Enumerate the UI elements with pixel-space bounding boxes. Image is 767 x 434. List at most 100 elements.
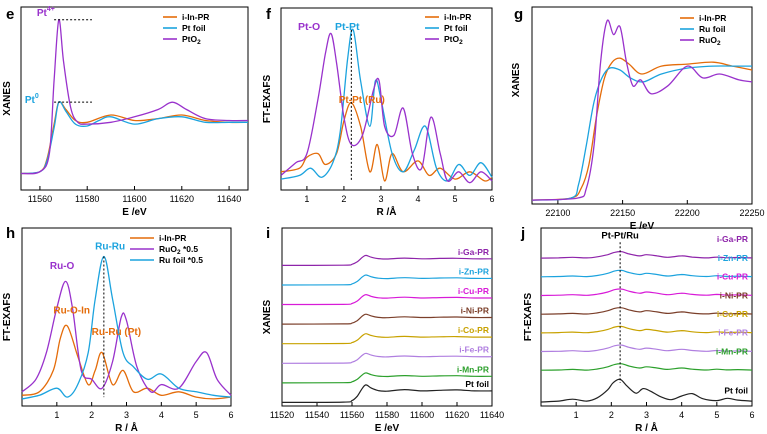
series-line (20, 101, 249, 175)
series-label: i-Ni-PR (720, 290, 748, 300)
legend-label: Pt foil (444, 23, 468, 33)
x-tick-label: 11640 (480, 410, 504, 420)
x-tick-label: 22200 (675, 208, 700, 218)
x-axis-label: R / Å (115, 421, 138, 434)
panel-h: 1 2 3 4 5 6 R / Å FT-EXAFS h Ru-O Ru-Ru Ru-O-InRu-R… (2, 225, 234, 434)
plot-frame (280, 7, 493, 191)
annotation-rurupt: Ru-Ru (Pt) (92, 327, 141, 338)
x-tick-label: 1 (304, 194, 309, 204)
panel-letter: h (6, 225, 15, 242)
panel-letter: j (520, 225, 525, 242)
y-axis-label: XANES (2, 81, 13, 116)
x-tick-label: 3 (378, 194, 383, 204)
x-tick-label: 4 (415, 194, 420, 204)
x-axis-label: R / Å (635, 421, 658, 434)
x-tick-label: 22150 (610, 208, 635, 218)
panel-e: 11560 11580 11600 11620 11640 E /eV XANES e Pt4+… (2, 6, 249, 218)
x-tick-label: 2 (609, 410, 614, 420)
x-tick-label: 11580 (375, 410, 399, 420)
series-line (540, 250, 753, 259)
x-tick-label: 11580 (75, 194, 99, 204)
legend-label: Pt foil (182, 23, 206, 33)
x-tick-label: 3 (644, 410, 649, 420)
x-tick-label: 5 (194, 410, 199, 420)
panel-f: 1 2 3 4 5 6 R /Å FT-EXAFS f Pt-O Pt-Pt Pt-Pt (Ru) i-… (262, 6, 495, 218)
series-line (540, 325, 753, 334)
series-label: i-Cu-PR (458, 286, 489, 296)
x-tick-label: 11560 (340, 410, 364, 420)
annotation-ptptru: Pt-Pt (Ru) (339, 95, 385, 106)
x-tick-label: 1 (574, 410, 579, 420)
annotation-ruo: Ru-O (50, 261, 75, 272)
y-axis-label: XANES (511, 62, 522, 97)
x-tick-label: 11540 (305, 410, 329, 420)
series-line (281, 352, 493, 364)
legend-label: Ru foil (699, 24, 725, 34)
legend-label: RuO2 (699, 35, 721, 47)
x-tick-label: 5 (452, 194, 457, 204)
series-line (540, 307, 753, 315)
series-label: i-Ni-PR (461, 306, 489, 316)
x-tick-label: 11640 (217, 194, 241, 204)
legend-label: i-In-PR (159, 233, 186, 243)
y-axis-label: FT-EXAFS (2, 293, 13, 342)
x-axis-label: R /Å (377, 205, 397, 218)
legend-label: PtO2 (444, 34, 463, 46)
panel-letter: i (266, 225, 270, 242)
panel-i: 11520 11540 11560 11580 11600 11620 11640 E /eV… (262, 225, 504, 434)
series-label: i-Co-PR (717, 309, 748, 319)
series-line (280, 28, 493, 182)
annotation-ptptru: Pt-Pt/Ru (601, 231, 639, 242)
series-label: i-Zn-PR (718, 253, 748, 263)
panel-letter: f (266, 6, 272, 23)
series-line (281, 372, 493, 384)
x-axis-label: E /eV (122, 207, 147, 218)
series-line (531, 19, 753, 201)
panel-letter: e (6, 6, 14, 23)
series-line (21, 280, 232, 396)
series-label: Pt foil (465, 379, 489, 389)
series-line (281, 333, 493, 345)
annotation-pto: Pt-O (298, 21, 320, 33)
series-line (20, 19, 249, 175)
series-line (21, 324, 232, 400)
x-tick-label: 11600 (122, 194, 146, 204)
series-label: Pt foil (724, 386, 748, 396)
annotation-ruoin: Ru-O-In (53, 305, 90, 316)
x-tick-label: 2 (341, 194, 346, 204)
x-tick-label: 11620 (170, 194, 194, 204)
series-line (21, 255, 232, 400)
series-label: i-Fe-PR (459, 345, 489, 355)
series-line (281, 293, 492, 306)
x-tick-label: 11620 (445, 410, 469, 420)
series-line (280, 32, 493, 184)
x-tick-label: 22100 (545, 208, 570, 218)
x-axis-label: E /eV (375, 423, 400, 434)
series-label: i-Ga-PR (717, 234, 748, 244)
legend-label: i-In-PR (182, 12, 209, 22)
series-label: i-Mn-PR (716, 346, 748, 356)
x-tick-label: 3 (124, 410, 129, 420)
plot-frame (531, 6, 753, 205)
x-tick-label: 2 (89, 410, 94, 420)
y-axis-label: FT-EXAFS (262, 75, 273, 124)
annotation-ptpt: Pt-Pt (335, 21, 360, 33)
y-axis-label: FT-EXAFS (523, 293, 534, 342)
x-tick-label: 22250 (739, 208, 764, 218)
x-tick-label: 4 (159, 410, 164, 420)
x-tick-label: 5 (714, 410, 719, 420)
series-line (281, 313, 493, 325)
x-tick-label: 6 (749, 410, 754, 420)
series-label: i-Ga-PR (458, 247, 489, 257)
x-tick-label: 4 (679, 410, 684, 420)
x-tick-label: 11600 (410, 410, 434, 420)
series-line (531, 57, 753, 201)
series-line (540, 344, 753, 353)
series-line (540, 378, 753, 403)
y-axis-label: XANES (262, 299, 273, 334)
legend-label: i-In-PR (699, 13, 726, 23)
series-line (531, 65, 752, 201)
series-line (281, 384, 493, 403)
